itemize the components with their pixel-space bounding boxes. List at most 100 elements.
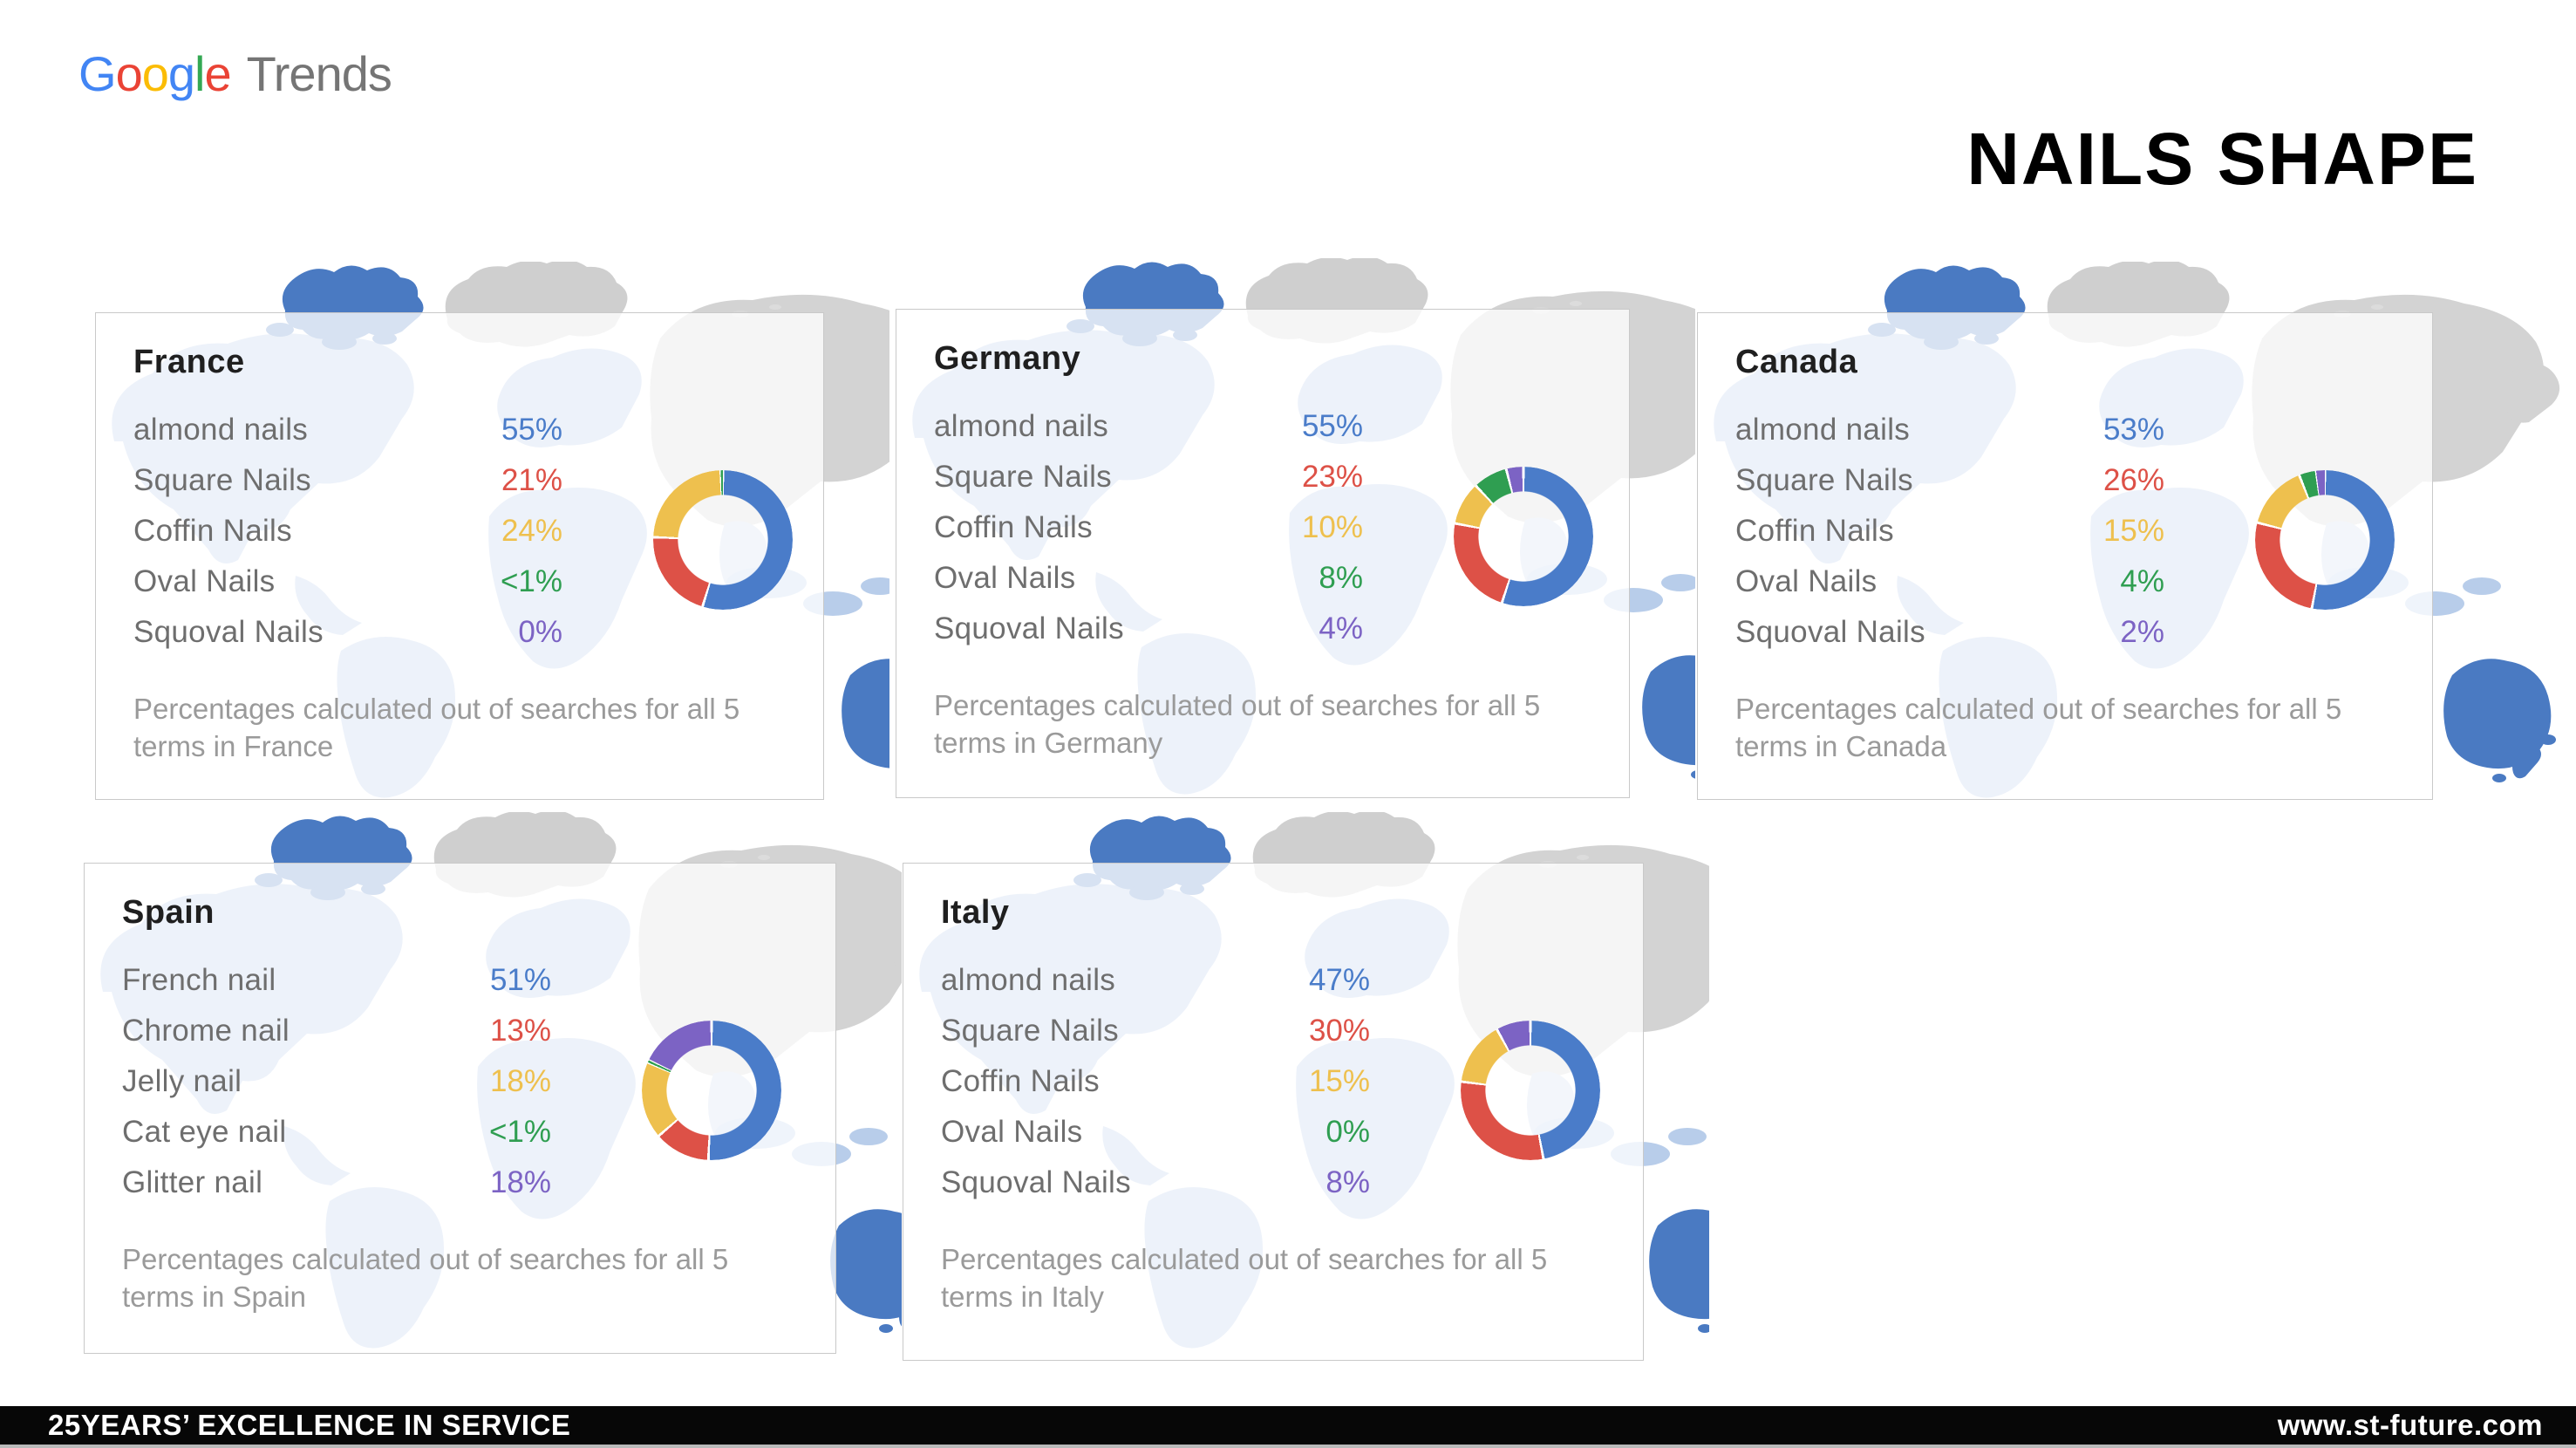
term-row: Chrome nail 13% [122, 1006, 551, 1056]
country-title: Germany [934, 340, 1081, 377]
term-percentage: 18% [489, 1165, 551, 1199]
term-label: Oval Nails [934, 561, 1076, 595]
term-label: Squoval Nails [941, 1165, 1131, 1199]
term-label: Cat eye nail [122, 1115, 287, 1149]
term-label: Square Nails [941, 1014, 1119, 1048]
country-title: France [133, 344, 245, 380]
term-row: Square Nails 21% [133, 455, 562, 506]
term-row: almond nails 55% [934, 401, 1363, 452]
term-label: Jelly nail [122, 1064, 242, 1098]
term-row: Square Nails 26% [1735, 455, 2164, 506]
term-row: Coffin Nails 10% [934, 502, 1363, 553]
term-row: Coffin Nails 24% [133, 506, 562, 557]
term-percentage: 23% [1301, 460, 1363, 494]
term-row: almond nails 53% [1735, 405, 2164, 455]
term-percentage: 24% [501, 514, 562, 548]
footnote: Percentages calculated out of searches f… [1735, 693, 2342, 762]
trends-card-germany: Germany almond nails 55% Square Nails 23% … [896, 258, 1695, 798]
term-list: almond nails 53% Square Nails 26% Coffin N… [1735, 405, 2398, 658]
term-percentage: 15% [2102, 514, 2164, 548]
term-percentage: 55% [501, 413, 562, 447]
term-percentage: 8% [1319, 561, 1363, 595]
term-percentage: 8% [1325, 1165, 1370, 1199]
term-row: French nail 51% [122, 955, 551, 1006]
term-row: Coffin Nails 15% [941, 1056, 1370, 1107]
term-percentage: 21% [501, 463, 562, 497]
term-label: Square Nails [133, 463, 311, 497]
term-percentage: <1% [500, 564, 562, 598]
card-content: Spain French nail 51% Chrome nail 13% Jell… [84, 863, 836, 1354]
term-percentage: 2% [2120, 615, 2164, 649]
country-title: Spain [122, 894, 215, 931]
term-percentage: <1% [488, 1115, 551, 1149]
country-title: Canada [1735, 344, 1858, 380]
term-row: Squoval Nails 0% [133, 607, 562, 658]
term-label: Squoval Nails [1735, 615, 1925, 649]
logo-letter: G [78, 46, 117, 101]
term-percentage: 13% [489, 1014, 551, 1048]
term-list: almond nails 55% Square Nails 23% Coffin N… [934, 401, 1595, 654]
card-content: Canada almond nails 53% Square Nails 26% C… [1697, 312, 2433, 800]
term-row: Oval Nails 4% [1735, 557, 2164, 607]
term-label: Glitter nail [122, 1165, 263, 1199]
footer-bar: 25YEARS’ EXCELLENCE IN SERVICE www.st-fu… [0, 1406, 2576, 1445]
logo-letter: e [204, 46, 231, 101]
term-row: Oval Nails 0% [941, 1107, 1370, 1158]
footnote: Percentages calculated out of searches f… [941, 1243, 1548, 1313]
term-label: Chrome nail [122, 1014, 290, 1048]
term-row: Jelly nail 18% [122, 1056, 551, 1107]
term-label: almond nails [934, 409, 1109, 443]
term-percentage: 4% [2120, 564, 2164, 598]
term-label: Squoval Nails [133, 615, 324, 649]
term-percentage: 55% [1301, 409, 1363, 443]
logo-letter: l [194, 46, 205, 101]
card-content: France almond nails 55% Square Nails 21% C… [95, 312, 824, 800]
term-row: Square Nails 23% [934, 452, 1363, 502]
donut-chart [653, 470, 793, 610]
term-row: Squoval Nails 8% [941, 1158, 1370, 1208]
term-list: French nail 51% Chrome nail 13% Jelly nail… [122, 955, 801, 1208]
term-label: Coffin Nails [941, 1064, 1100, 1098]
card-content: Germany almond nails 55% Square Nails 23% … [896, 309, 1630, 798]
donut-chart [642, 1021, 781, 1160]
logo-letter: o [141, 46, 169, 101]
term-row: Oval Nails <1% [133, 557, 562, 607]
term-label: almond nails [941, 963, 1116, 997]
term-row: Cat eye nail <1% [122, 1107, 551, 1158]
term-percentage: 15% [1308, 1064, 1370, 1098]
logo-letter: o [115, 46, 143, 101]
term-label: Oval Nails [133, 564, 276, 598]
donut-chart [1461, 1021, 1600, 1160]
term-label: Squoval Nails [934, 611, 1124, 645]
term-percentage: 0% [518, 615, 562, 649]
term-percentage: 10% [1301, 510, 1363, 544]
footer-slogan: 25YEARS’ EXCELLENCE IN SERVICE [48, 1409, 571, 1441]
trends-card-canada: Canada almond nails 53% Square Nails 26% C… [1697, 262, 2560, 800]
term-label: Coffin Nails [934, 510, 1093, 544]
footnote: Percentages calculated out of searches f… [122, 1243, 729, 1313]
term-list: almond nails 55% Square Nails 21% Coffin N… [133, 405, 789, 658]
term-percentage: 53% [2102, 413, 2164, 447]
google-trends-logo: Google Trends [78, 45, 392, 102]
term-list: almond nails 47% Square Nails 30% Coffin N… [941, 955, 1609, 1208]
term-row: Coffin Nails 15% [1735, 506, 2164, 557]
term-percentage: 18% [489, 1064, 551, 1098]
footer-website: www.st-future.com [2277, 1409, 2543, 1441]
term-label: almond nails [133, 413, 309, 447]
term-row: Square Nails 30% [941, 1006, 1370, 1056]
donut-chart [2255, 470, 2395, 610]
term-row: almond nails 47% [941, 955, 1370, 1006]
trends-card-france: France almond nails 55% Square Nails 21% C… [95, 262, 889, 800]
logo-letter: g [167, 46, 195, 101]
term-percentage: 47% [1308, 963, 1370, 997]
term-percentage: 0% [1325, 1115, 1370, 1149]
term-percentage: 26% [2102, 463, 2164, 497]
term-row: Squoval Nails 4% [934, 604, 1363, 654]
term-percentage: 51% [489, 963, 551, 997]
logo-suffix: Trends [246, 46, 392, 101]
country-title: Italy [941, 894, 1010, 931]
trends-card-italy: Italy almond nails 47% Square Nails 30% Co… [903, 812, 1709, 1361]
card-content: Italy almond nails 47% Square Nails 30% Co… [903, 863, 1644, 1361]
term-row: Squoval Nails 2% [1735, 607, 2164, 658]
